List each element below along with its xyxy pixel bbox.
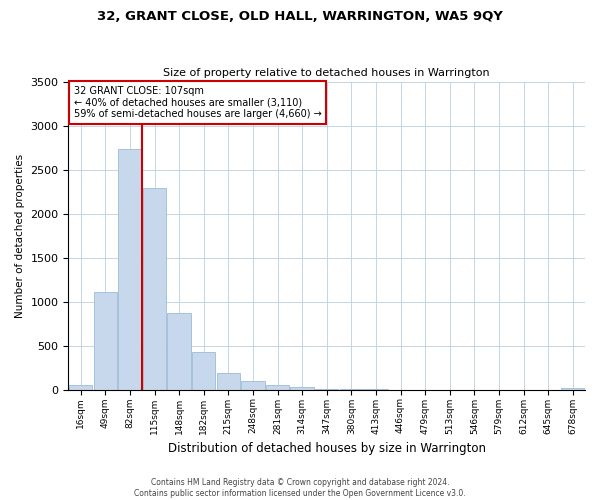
Bar (290, 387, 314, 390)
Bar (94, 292, 117, 390)
Bar (167, 313, 191, 390)
Y-axis label: Number of detached properties: Number of detached properties (15, 154, 25, 318)
Text: 32 GRANT CLOSE: 107sqm
← 40% of detached houses are smaller (3,110)
59% of semi-: 32 GRANT CLOSE: 107sqm ← 40% of detached… (74, 86, 322, 120)
Bar (143, 188, 166, 390)
X-axis label: Distribution of detached houses by size in Warrington: Distribution of detached houses by size … (168, 442, 486, 455)
Bar (69, 386, 92, 390)
Bar (561, 388, 584, 390)
Text: 32, GRANT CLOSE, OLD HALL, WARRINGTON, WA5 9QY: 32, GRANT CLOSE, OLD HALL, WARRINGTON, W… (97, 10, 503, 23)
Title: Size of property relative to detached houses in Warrington: Size of property relative to detached ho… (163, 68, 490, 78)
Bar (192, 352, 215, 390)
Bar (315, 389, 338, 390)
Bar (217, 374, 240, 390)
Bar (241, 381, 265, 390)
Text: Contains HM Land Registry data © Crown copyright and database right 2024.
Contai: Contains HM Land Registry data © Crown c… (134, 478, 466, 498)
Bar (118, 150, 142, 390)
Bar (266, 385, 289, 390)
